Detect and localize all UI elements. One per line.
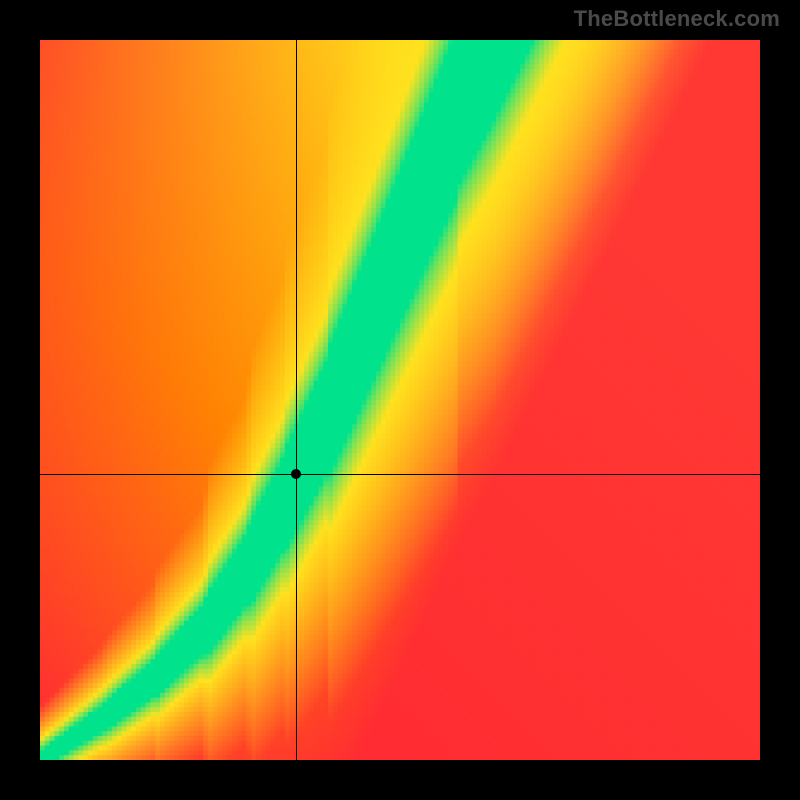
crosshair-marker [291,469,301,479]
crosshair-vertical [296,40,297,760]
watermark-text: TheBottleneck.com [574,6,780,32]
chart-frame: TheBottleneck.com [0,0,800,800]
heatmap-canvas [40,40,760,760]
crosshair-horizontal [40,474,760,475]
plot-area [40,40,760,760]
